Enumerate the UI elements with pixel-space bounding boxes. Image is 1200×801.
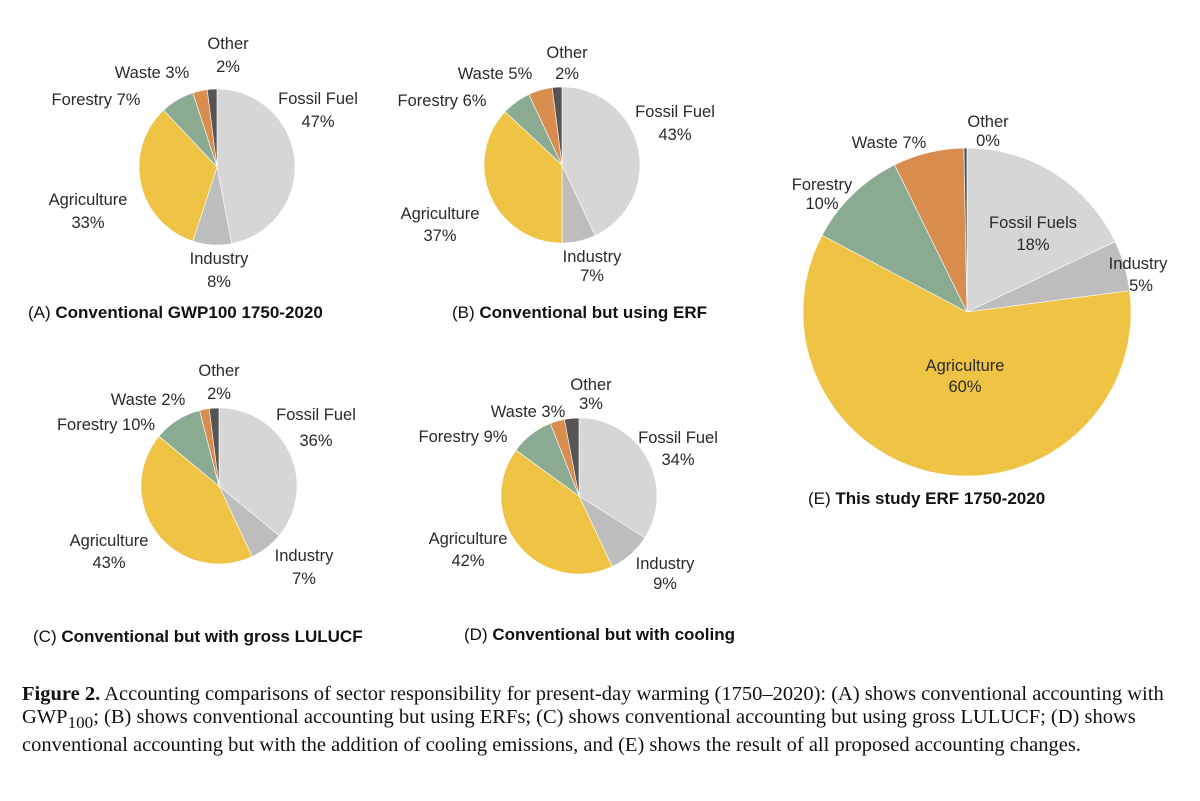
- label-forestry-text-c: Forestry 10%: [57, 416, 155, 434]
- label-waste-text-c: Waste 2%: [111, 391, 186, 409]
- figure-number: Figure 2.: [22, 683, 101, 705]
- label-industry-name-e: Industry: [1109, 255, 1168, 273]
- panel-title-a: (A) Conventional GWP100 1750-2020: [28, 303, 323, 322]
- label-fossil-fuel-name-d: Fossil Fuel: [638, 429, 718, 447]
- label-industry-value-e: 5%: [1129, 277, 1153, 295]
- slice-fossil-fuels-e: [966, 147, 1116, 313]
- slice-other-a: [206, 88, 218, 168]
- slice-agriculture-b: [483, 111, 563, 244]
- label-fossil-fuels-name-e: Fossil Fuels: [989, 214, 1077, 232]
- label-industry-value-c: 7%: [292, 570, 316, 588]
- caption-text-1: Accounting comparisons of sector respons…: [22, 683, 1164, 728]
- label-other-name-b: Other: [546, 44, 588, 62]
- slice-forestry-e: [821, 164, 968, 313]
- label-fossil-fuel-name-a: Fossil Fuel: [278, 90, 358, 108]
- label-other-name-d: Other: [570, 376, 612, 394]
- label-fossil-fuel-name-c: Fossil Fuel: [276, 406, 356, 424]
- label-other-value-a: 2%: [216, 58, 240, 76]
- label-other-value-e: 0%: [976, 132, 1000, 150]
- slice-fossil-fuel-c: [218, 407, 298, 537]
- pie-chart-d: Fossil Fuel 34% Industry 9% Agriculture 42% Fo…: [419, 376, 736, 644]
- charts-canvas: Fossil Fuel 47% Industry 8% Agriculture 33% Fo…: [28, 35, 1168, 646]
- slice-fossil-fuel-a: [216, 88, 296, 244]
- panel-title-text-a: Conventional GWP100 1750-2020: [55, 303, 322, 322]
- panel-title-text-d: Conventional but with cooling: [492, 625, 735, 644]
- panel-letter-b: (B): [452, 303, 479, 322]
- slice-fossil-fuel-b: [561, 86, 641, 236]
- slice-other-c: [208, 407, 220, 487]
- slice-agriculture-a: [138, 109, 218, 242]
- label-industry-value-a: 8%: [207, 273, 231, 291]
- label-industry-name-d: Industry: [636, 555, 695, 573]
- label-forestry-name-e: Forestry: [792, 176, 853, 194]
- slice-other-b: [551, 86, 563, 166]
- label-agriculture-name-d: Agriculture: [429, 530, 508, 548]
- panel-title-c: (C) Conventional but with gross LULUCF: [33, 627, 363, 646]
- panel-title-text-b: Conventional but using ERF: [479, 303, 707, 322]
- slice-agriculture-e: [802, 234, 1132, 477]
- label-agriculture-value-d: 42%: [451, 552, 484, 570]
- label-waste-text-d: Waste 3%: [491, 403, 566, 421]
- figure-caption: Figure 2. Accounting comparisons of sect…: [22, 683, 1187, 757]
- panel-title-text-e: This study ERF 1750-2020: [835, 489, 1045, 508]
- label-waste-text-b: Waste 5%: [458, 65, 533, 83]
- pie-chart-c: Fossil Fuel 36% Industry 7% Agriculture 43% Fo…: [33, 362, 363, 646]
- label-fossil-fuel-value-a: 47%: [301, 113, 334, 131]
- label-fossil-fuel-value-b: 43%: [658, 126, 691, 144]
- label-forestry-value-e: 10%: [805, 195, 838, 213]
- panel-letter-d: (D): [464, 625, 492, 644]
- label-other-value-c: 2%: [207, 385, 231, 403]
- label-agriculture-name-e: Agriculture: [926, 357, 1005, 375]
- label-industry-name-b: Industry: [563, 248, 622, 266]
- label-other-name-a: Other: [207, 35, 249, 53]
- slice-fossil-fuel-d: [578, 417, 658, 539]
- label-other-name-e: Other: [967, 113, 1009, 131]
- label-industry-name-a: Industry: [190, 250, 249, 268]
- pie-chart-a: Fossil Fuel 47% Industry 8% Agriculture 33% Fo…: [28, 35, 358, 322]
- slice-other-d: [564, 417, 580, 497]
- label-industry-value-d: 9%: [653, 575, 677, 593]
- label-agriculture-value-b: 37%: [423, 227, 456, 245]
- slice-agriculture-c: [140, 435, 253, 565]
- label-waste-text-a: Waste 3%: [115, 64, 190, 82]
- label-other-name-c: Other: [198, 362, 240, 380]
- label-forestry-text-d: Forestry 9%: [419, 428, 508, 446]
- panel-letter-a: (A): [28, 303, 55, 322]
- label-agriculture-name-b: Agriculture: [401, 205, 480, 223]
- label-industry-name-c: Industry: [275, 547, 334, 565]
- pie-chart-e: Fossil Fuels 18% Industry 5% Agriculture 60% F…: [792, 113, 1168, 508]
- label-forestry-text-b: Forestry 6%: [398, 92, 487, 110]
- label-fossil-fuel-value-c: 36%: [299, 432, 332, 450]
- label-agriculture-value-e: 60%: [948, 378, 981, 396]
- caption-subscript: 100: [67, 713, 94, 733]
- label-other-value-d: 3%: [579, 395, 603, 413]
- label-fossil-fuel-name-b: Fossil Fuel: [635, 103, 715, 121]
- label-waste-text-e: Waste 7%: [852, 134, 927, 152]
- label-industry-value-b: 7%: [580, 267, 604, 285]
- panel-letter-e: (E): [808, 489, 835, 508]
- caption-text-2: ; (B) shows conventional accounting but …: [22, 706, 1136, 757]
- label-forestry-text-a: Forestry 7%: [52, 91, 141, 109]
- label-fossil-fuels-value-e: 18%: [1016, 236, 1049, 254]
- panel-title-e: (E) This study ERF 1750-2020: [808, 489, 1045, 508]
- panel-title-d: (D) Conventional but with cooling: [464, 625, 735, 644]
- panel-letter-c: (C): [33, 627, 61, 646]
- slice-agriculture-d: [500, 449, 613, 575]
- label-agriculture-name-a: Agriculture: [49, 191, 128, 209]
- label-other-value-b: 2%: [555, 65, 579, 83]
- label-fossil-fuel-value-d: 34%: [661, 451, 694, 469]
- label-agriculture-value-a: 33%: [71, 214, 104, 232]
- label-agriculture-value-c: 43%: [92, 554, 125, 572]
- panel-title-b: (B) Conventional but using ERF: [452, 303, 707, 322]
- panel-title-text-c: Conventional but with gross LULUCF: [61, 627, 362, 646]
- label-agriculture-name-c: Agriculture: [70, 532, 149, 550]
- slice-other-e: [963, 147, 968, 313]
